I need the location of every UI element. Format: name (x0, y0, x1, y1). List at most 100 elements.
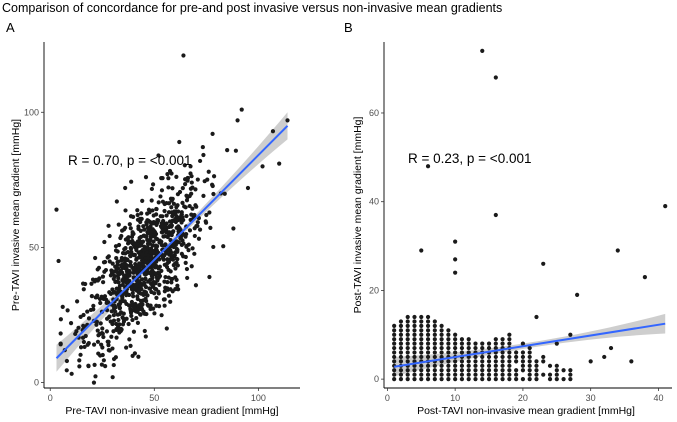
data-point (187, 203, 192, 209)
data-point (507, 368, 512, 373)
data-point (127, 222, 132, 227)
data-point (170, 210, 175, 215)
data-point (392, 341, 397, 346)
data-point (190, 206, 195, 211)
data-point (75, 299, 80, 304)
data-point (89, 293, 94, 299)
data-point (446, 337, 451, 342)
data-point (130, 290, 135, 296)
data-point (86, 316, 92, 321)
x-tick-label: 0 (385, 393, 390, 403)
data-point (102, 294, 108, 299)
data-point (425, 363, 431, 368)
data-point (117, 330, 122, 335)
data-point (602, 354, 607, 360)
data-point (156, 153, 161, 158)
data-point (164, 326, 169, 331)
data-point (419, 332, 424, 337)
data-point (129, 299, 134, 305)
data-point (136, 287, 141, 292)
data-point (419, 363, 424, 368)
data-point (142, 328, 147, 334)
data-point (222, 191, 227, 196)
data-point (459, 368, 465, 373)
data-point (152, 311, 157, 316)
data-point (131, 231, 136, 237)
data-point (147, 271, 152, 276)
data-point (104, 300, 109, 305)
panel-b-x-axis-label: Post-TAVI non-invasive mean gradient [mm… (417, 405, 635, 417)
data-point (500, 363, 505, 368)
data-point (142, 311, 147, 316)
data-point (432, 372, 437, 377)
data-point (163, 242, 168, 247)
data-point (412, 350, 417, 355)
data-point (148, 303, 153, 308)
data-point (225, 148, 230, 153)
data-point (116, 242, 122, 248)
panel-b-points (392, 48, 668, 382)
data-point (446, 359, 451, 364)
data-point (231, 226, 236, 231)
data-point (175, 192, 180, 197)
data-point (122, 258, 128, 263)
data-point (527, 345, 532, 351)
data-point (143, 334, 148, 339)
data-point (124, 345, 129, 350)
data-point (235, 118, 240, 123)
data-point (459, 372, 465, 377)
data-point (527, 363, 532, 368)
data-point (115, 260, 120, 265)
data-point (425, 314, 431, 320)
data-point (143, 260, 149, 265)
data-point (64, 358, 69, 364)
data-point (561, 377, 566, 382)
data-point (419, 377, 424, 382)
data-point (111, 313, 116, 318)
data-point (165, 287, 170, 292)
data-point (575, 292, 580, 297)
data-point (133, 261, 138, 267)
data-point (419, 345, 424, 351)
data-point (425, 337, 431, 342)
data-point (125, 241, 131, 246)
data-point (143, 276, 148, 281)
panel-a-fit-line (55, 125, 289, 359)
data-point (155, 278, 160, 283)
data-point (419, 372, 424, 377)
data-point (520, 368, 526, 373)
data-point (136, 290, 141, 295)
y-tick-label: 50 (29, 242, 39, 252)
data-point (419, 323, 424, 328)
data-point (98, 300, 103, 306)
data-point (201, 193, 206, 198)
data-point (168, 269, 173, 274)
data-point (568, 368, 573, 373)
data-point (520, 354, 526, 360)
data-point (204, 212, 209, 218)
data-point (175, 203, 180, 208)
data-point (91, 303, 96, 308)
data-point (151, 279, 156, 285)
data-point (89, 281, 94, 286)
data-point (91, 380, 97, 385)
data-point (126, 303, 132, 308)
data-point (93, 374, 98, 379)
data-point (58, 331, 63, 336)
data-point (439, 323, 444, 328)
data-point (140, 239, 146, 244)
data-point (398, 377, 404, 382)
data-point (446, 350, 451, 355)
data-point (507, 377, 512, 382)
data-point (233, 148, 238, 153)
data-point (117, 283, 123, 288)
data-point (520, 341, 526, 346)
data-point (486, 359, 492, 364)
data-point (561, 368, 566, 373)
data-point (473, 363, 478, 368)
data-point (166, 176, 171, 181)
x-tick-label: 50 (149, 393, 159, 403)
data-point (154, 212, 159, 217)
data-point (245, 185, 251, 191)
data-point (169, 280, 174, 285)
